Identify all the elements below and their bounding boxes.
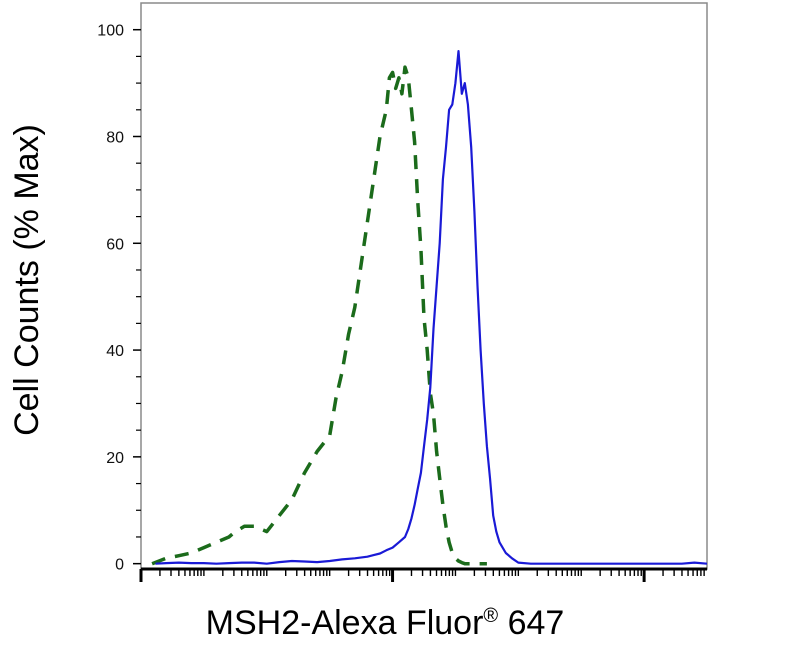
x-axis-title-suffix: 647 xyxy=(498,604,564,642)
y-tick-label: 80 xyxy=(106,129,124,146)
control-series-line xyxy=(151,65,487,566)
y-tick-label: 60 xyxy=(106,236,124,253)
msh2-series-line xyxy=(155,50,708,565)
y-axis-title: Cell Counts (% Max) xyxy=(8,124,46,436)
x-axis-title: MSH2-Alexa Fluor® 647 xyxy=(206,604,565,642)
series-layer xyxy=(151,50,708,566)
x-axis-title-main: MSH2-Alexa Fluor xyxy=(206,604,484,642)
y-tick-label: 0 xyxy=(115,557,124,574)
y-tick-label: 100 xyxy=(97,23,124,40)
x-axis-title-mark: ® xyxy=(483,605,498,627)
x-axis-ticks xyxy=(139,569,705,582)
y-tick-label: 40 xyxy=(106,343,124,360)
y-axis-ticks: 0 20 40 60 80 100 xyxy=(97,23,141,574)
y-tick-label: 20 xyxy=(106,450,124,467)
